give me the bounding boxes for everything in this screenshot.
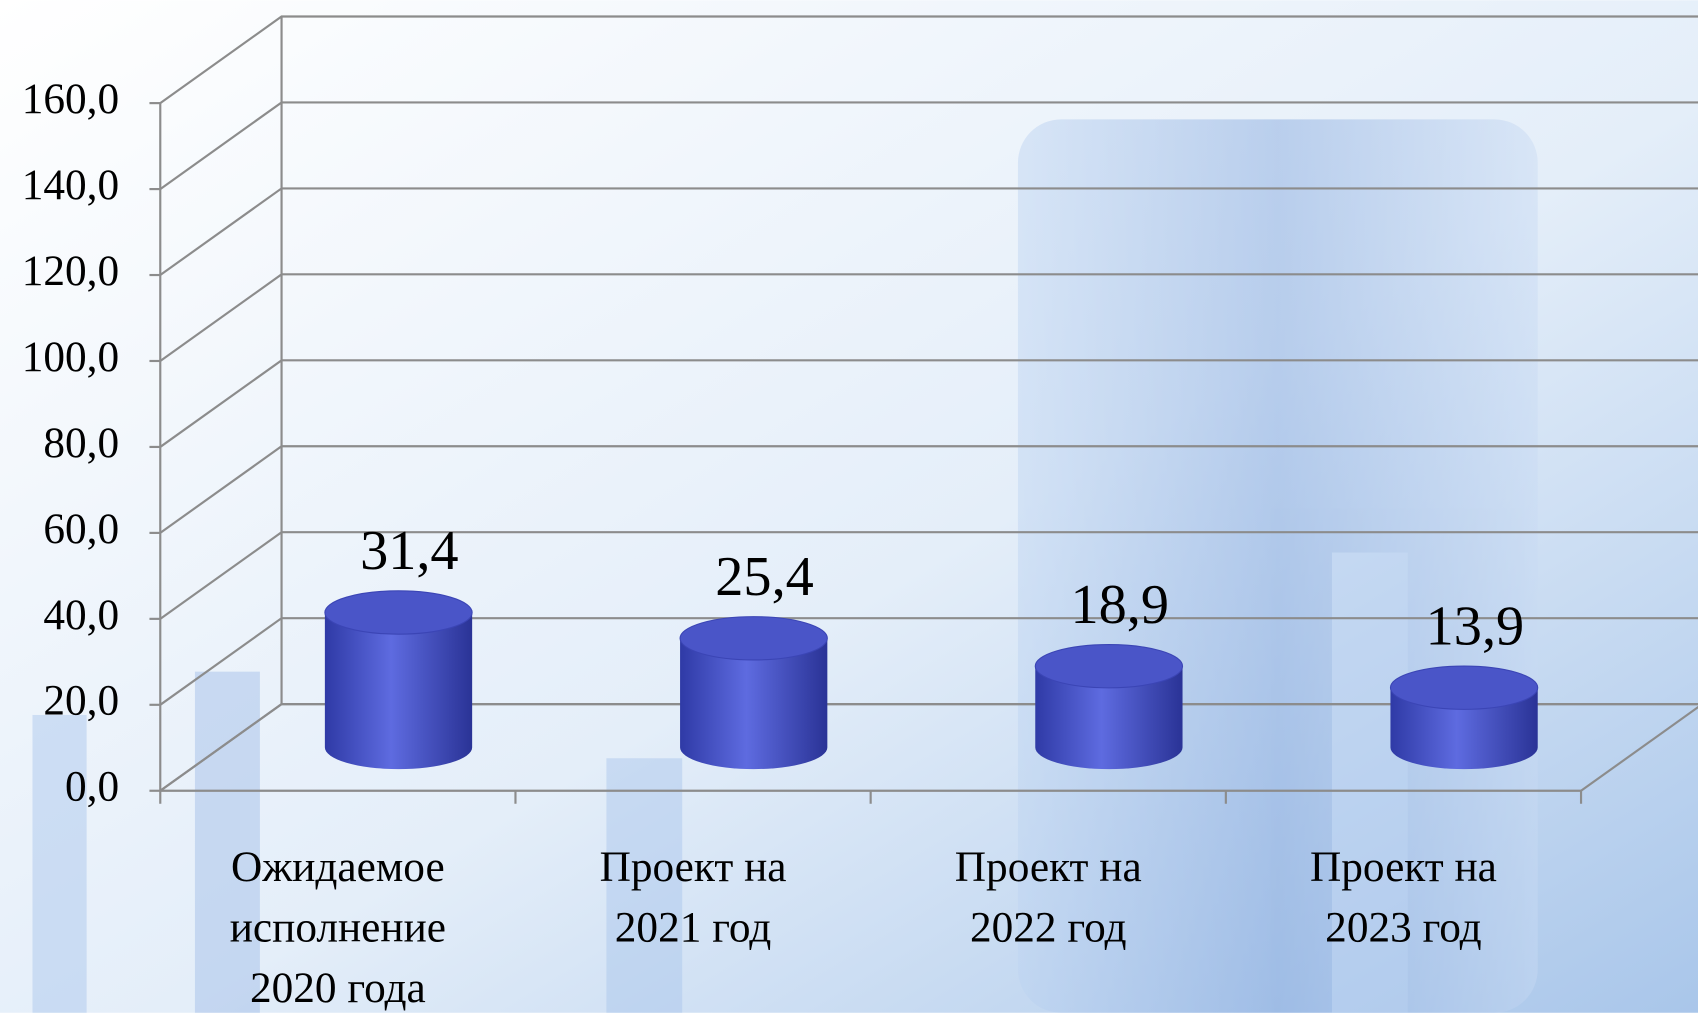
bar-body	[324, 612, 473, 770]
x-tick-label: Ожидаемое	[231, 843, 445, 891]
bar-body	[1035, 666, 1183, 770]
y-tick-label: 100,0	[22, 333, 119, 381]
value-label: 25,4	[715, 546, 814, 608]
x-tick-label: 2020 года	[250, 964, 426, 1012]
y-tick-label: 120,0	[22, 247, 119, 295]
bar-top	[1389, 665, 1539, 710]
grid-line	[159, 445, 1698, 534]
x-tick-label: 2021 год	[615, 903, 772, 951]
value-label: 18,9	[1070, 574, 1169, 636]
x-tick-label: Проект на	[1310, 843, 1497, 891]
x-tick-label: 2022 год	[970, 903, 1127, 951]
grid-line	[159, 187, 1698, 276]
y-tick-label: 0,0	[65, 763, 119, 811]
grid-line	[159, 617, 1698, 706]
grid-line	[159, 359, 1698, 448]
x-tick-label: Проект на	[600, 843, 787, 891]
bar-top	[1034, 644, 1184, 689]
y-tick-label: 40,0	[43, 591, 119, 639]
value-label: 31,4	[360, 520, 459, 582]
bar-top	[324, 590, 473, 635]
grid-line	[159, 101, 1698, 190]
grid-line	[159, 15, 1698, 104]
y-tick-label: 160,0	[22, 75, 119, 123]
value-label: 13,9	[1426, 595, 1525, 657]
bar	[679, 616, 828, 770]
bar-body	[680, 638, 828, 770]
background-decoration	[32, 119, 1538, 1013]
y-tick-label: 80,0	[43, 419, 119, 467]
bar	[1034, 644, 1184, 770]
x-tick-label: Проект на	[955, 843, 1142, 891]
grid-line	[159, 273, 1698, 362]
bar	[324, 590, 473, 770]
grid-line	[159, 703, 1698, 792]
y-tick-label: 20,0	[43, 677, 119, 725]
y-tick-label: 60,0	[43, 505, 119, 553]
x-tick-label: 2023 год	[1325, 903, 1482, 951]
x-tick-label: исполнение	[230, 903, 446, 951]
bar-body	[1390, 687, 1538, 770]
y-tick-label: 140,0	[22, 161, 119, 209]
grid-line	[159, 531, 1698, 620]
bar-top	[679, 616, 828, 661]
bar	[1389, 665, 1539, 770]
